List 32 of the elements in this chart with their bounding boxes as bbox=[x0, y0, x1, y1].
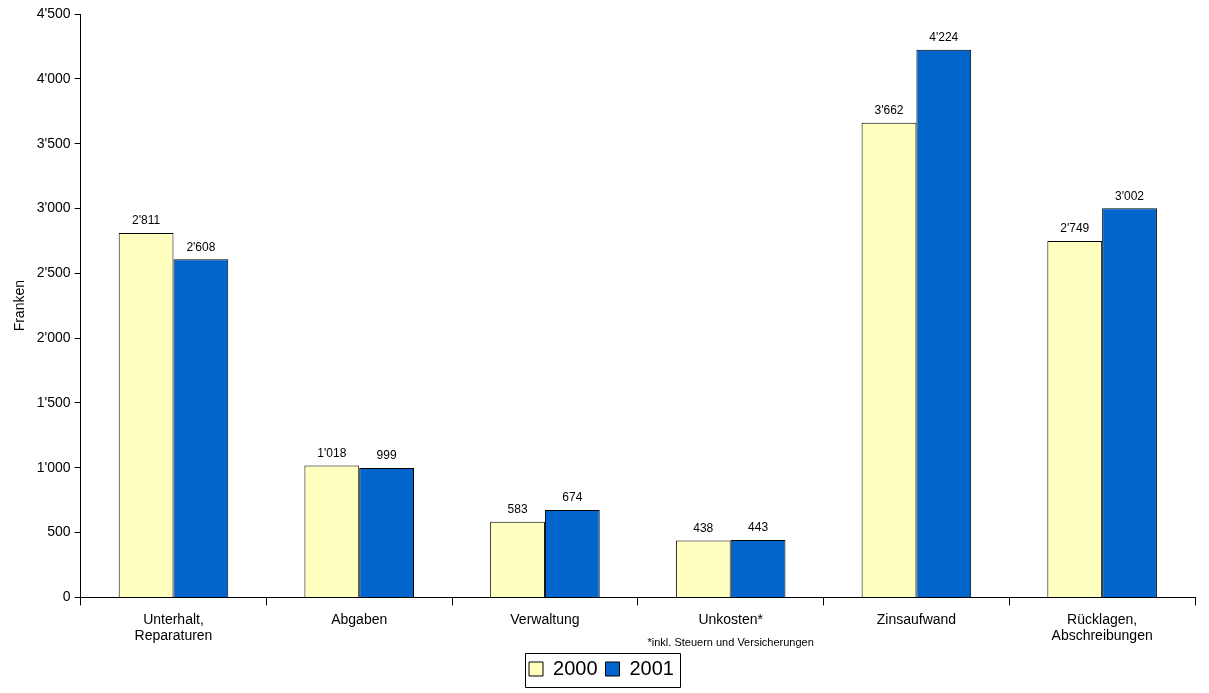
data-label: 2'811 bbox=[132, 213, 161, 228]
x-tick-label: Zinsaufwand bbox=[876, 610, 957, 627]
x-tick-label: Verwaltung bbox=[510, 610, 580, 627]
y-tick-label: 4'500 bbox=[36, 4, 71, 21]
data-label: 583 bbox=[507, 502, 528, 517]
y-tick-label: 1'500 bbox=[36, 393, 71, 410]
data-label: 999 bbox=[376, 448, 397, 463]
data-label: 1'018 bbox=[317, 445, 347, 460]
y-tick-label: 3'000 bbox=[36, 199, 71, 216]
data-label: 674 bbox=[562, 490, 583, 505]
y-tick-label: 2'500 bbox=[36, 264, 71, 281]
x-tick-label: Abgaben bbox=[331, 610, 388, 627]
legend-label: 2000 bbox=[553, 656, 598, 679]
data-label: 2'608 bbox=[186, 239, 216, 254]
data-label: 438 bbox=[693, 520, 714, 535]
legend-label: 2001 bbox=[629, 656, 674, 679]
data-label: 2'749 bbox=[1060, 221, 1090, 236]
data-label: 3'002 bbox=[1115, 188, 1145, 203]
data-label: 4'224 bbox=[929, 30, 959, 45]
x-tick-label: Rücklagen, Abschreibungen bbox=[1051, 610, 1153, 644]
text: *inkl. Steuern und Versicherungen bbox=[647, 635, 814, 648]
y-tick-label: 500 bbox=[47, 523, 71, 540]
y-axis-title: Franken bbox=[11, 280, 28, 332]
y-tick-label: 1'000 bbox=[36, 458, 71, 475]
data-label: 443 bbox=[748, 520, 769, 535]
y-tick-label: 3'500 bbox=[36, 134, 71, 151]
x-tick-label: Unterhalt, Reparaturen bbox=[134, 610, 213, 644]
x-tick-label: Unkosten* bbox=[698, 610, 764, 627]
y-tick-label: 2'000 bbox=[36, 328, 71, 345]
y-tick-label: 4'000 bbox=[36, 69, 71, 86]
data-label: 3'662 bbox=[874, 102, 904, 117]
y-tick-label: 0 bbox=[62, 588, 71, 605]
